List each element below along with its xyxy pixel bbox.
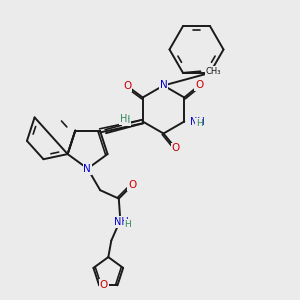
Text: H: H [196, 118, 202, 127]
Text: N: N [83, 164, 91, 174]
Text: CH₃: CH₃ [206, 67, 221, 76]
Text: O: O [128, 180, 136, 190]
Text: H: H [120, 115, 127, 124]
Text: O: O [123, 81, 131, 91]
Text: N: N [160, 80, 167, 90]
Text: O: O [100, 280, 108, 290]
Text: H: H [123, 116, 130, 125]
Text: O: O [172, 143, 180, 153]
Text: O: O [195, 80, 203, 90]
Text: NH: NH [113, 217, 128, 227]
Text: H: H [124, 220, 131, 229]
Text: NH: NH [190, 116, 204, 127]
